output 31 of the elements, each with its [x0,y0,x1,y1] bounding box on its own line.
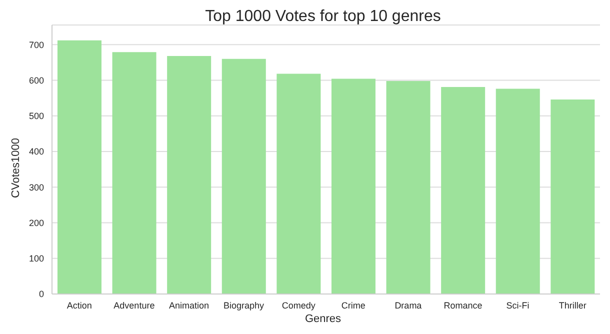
y-axis-title: CVotes1000 [9,137,23,200]
y-tick-label: 100 [28,254,44,264]
x-tick-label: Biography [224,300,265,310]
x-tick-label: Crime [341,300,366,310]
y-tick-label: 700 [28,40,44,50]
y-tick-label: 500 [28,111,44,122]
y-tick-label: 300 [28,182,44,192]
bar [550,99,595,294]
bar [222,58,266,294]
bar [331,78,376,294]
bar [496,88,540,294]
bar [386,80,430,294]
x-tick-label: Adventure [114,300,155,310]
x-tick-label: Sci-Fi [506,300,530,310]
x-tick-label: Comedy [282,300,316,310]
bar [112,52,156,294]
x-axis-title: Genres [304,313,342,325]
y-tick-label: 400 [28,146,44,157]
x-tick-label: Thriller [558,300,586,310]
bar [57,40,102,294]
y-tick-label: 0 [38,289,44,300]
bar [167,56,212,294]
y-tick-label: 200 [28,218,44,228]
x-tick-label: Animation [168,300,210,310]
x-tick-label: Action [66,300,92,310]
y-tick-label: 600 [28,75,44,86]
chart-title: Top 1000 Votes for top 10 genres [204,8,442,26]
x-tick-label: Romance [444,300,482,310]
x-tick-label: Drama [394,300,422,310]
bar [441,86,486,294]
bar [276,74,321,294]
